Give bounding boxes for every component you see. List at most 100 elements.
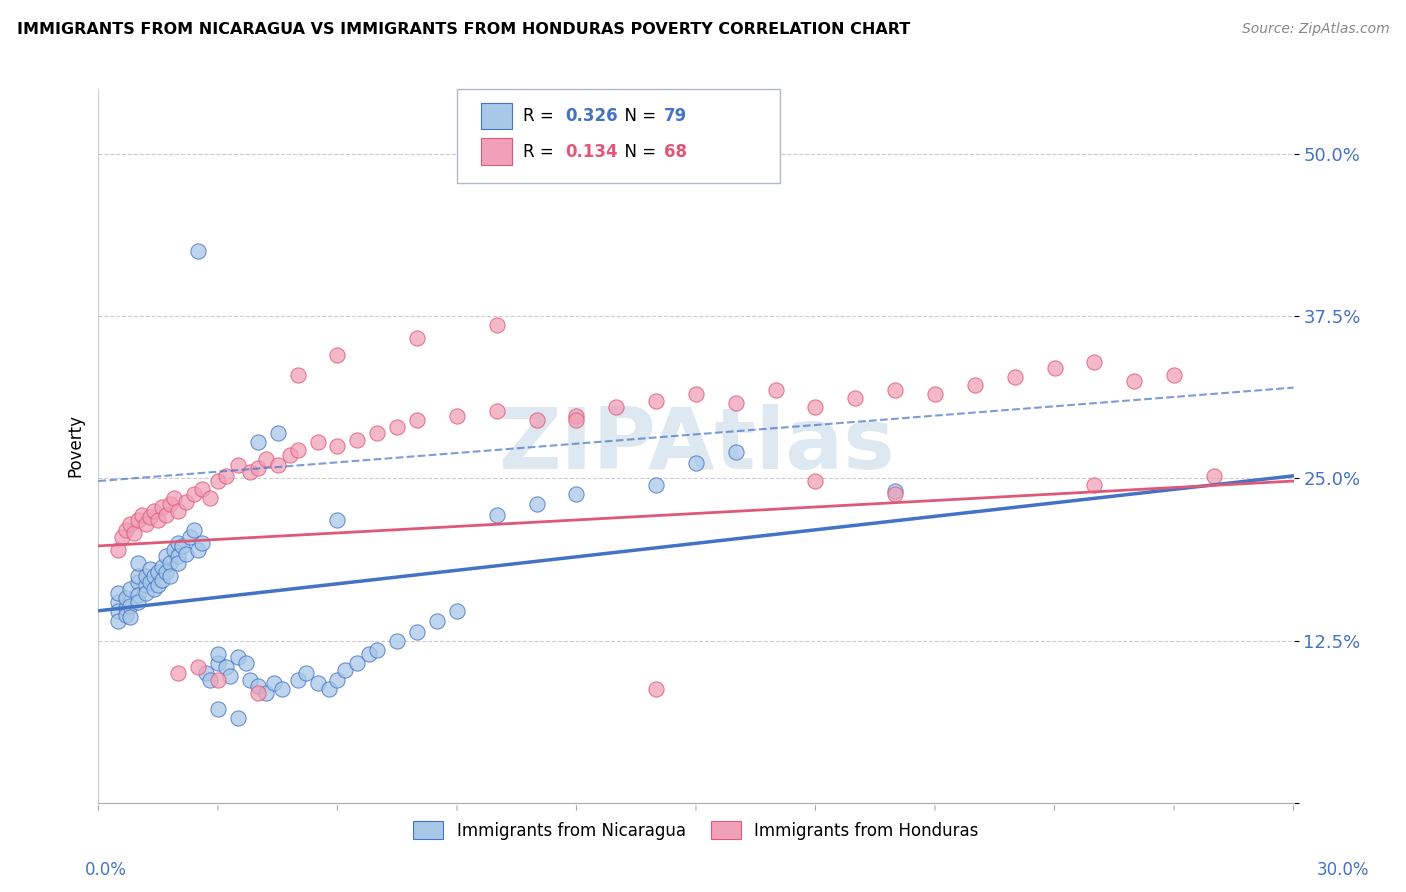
Point xyxy=(127,513,149,527)
Point xyxy=(155,508,177,522)
Point xyxy=(207,656,229,670)
Text: 0.134: 0.134 xyxy=(565,143,617,161)
Point xyxy=(346,433,368,447)
Point xyxy=(167,556,190,570)
Point xyxy=(239,673,262,687)
Point xyxy=(485,404,508,418)
Point xyxy=(246,685,269,699)
Point xyxy=(143,504,166,518)
Point xyxy=(326,439,349,453)
Point xyxy=(159,568,181,582)
Point xyxy=(115,607,138,622)
Point xyxy=(150,559,173,574)
Point xyxy=(426,614,449,628)
Point xyxy=(127,588,149,602)
Point xyxy=(1163,368,1185,382)
Point xyxy=(366,642,388,657)
Point xyxy=(107,614,129,628)
Point xyxy=(187,542,209,557)
Point xyxy=(115,591,138,605)
Point xyxy=(335,664,357,678)
Point xyxy=(179,530,201,544)
Point xyxy=(485,318,508,333)
Point xyxy=(526,413,548,427)
Point xyxy=(326,513,349,527)
Y-axis label: Poverty: Poverty xyxy=(66,415,84,477)
Point xyxy=(159,497,181,511)
Point xyxy=(326,673,349,687)
Point xyxy=(446,604,468,618)
Point xyxy=(246,461,269,475)
Text: ZIPAtlas: ZIPAtlas xyxy=(498,404,894,488)
Point xyxy=(235,656,257,670)
Point xyxy=(111,530,134,544)
Point xyxy=(120,599,142,613)
Point xyxy=(167,666,190,681)
Point xyxy=(263,676,285,690)
Point xyxy=(565,413,588,427)
Point xyxy=(385,419,409,434)
Point xyxy=(135,516,157,531)
Point xyxy=(1083,478,1105,492)
Point xyxy=(307,676,329,690)
Point xyxy=(1083,354,1105,368)
Point xyxy=(1043,361,1066,376)
Point xyxy=(685,387,707,401)
Point xyxy=(406,413,429,427)
Point xyxy=(172,539,194,553)
Point xyxy=(246,435,269,450)
Text: IMMIGRANTS FROM NICARAGUA VS IMMIGRANTS FROM HONDURAS POVERTY CORRELATION CHART: IMMIGRANTS FROM NICARAGUA VS IMMIGRANTS … xyxy=(17,22,910,37)
Point xyxy=(187,659,209,673)
Text: N =: N = xyxy=(614,107,662,125)
Point xyxy=(107,585,129,599)
Point xyxy=(120,516,142,531)
Point xyxy=(884,487,907,501)
Point xyxy=(446,409,468,424)
Point xyxy=(239,465,262,479)
Text: Source: ZipAtlas.com: Source: ZipAtlas.com xyxy=(1241,22,1389,37)
Point xyxy=(219,668,242,682)
Text: 79: 79 xyxy=(664,107,688,125)
Point xyxy=(167,549,190,564)
Point xyxy=(254,685,277,699)
Point xyxy=(924,387,946,401)
Point xyxy=(565,487,588,501)
Point xyxy=(143,568,166,582)
Point xyxy=(148,578,170,592)
Point xyxy=(318,681,340,696)
Text: 0.326: 0.326 xyxy=(565,107,617,125)
Point xyxy=(294,666,316,681)
Point xyxy=(765,383,787,397)
Point xyxy=(159,556,181,570)
Point xyxy=(685,456,707,470)
Point xyxy=(207,647,229,661)
Point xyxy=(207,702,229,716)
Point xyxy=(107,542,129,557)
Point xyxy=(135,578,157,592)
Point xyxy=(187,244,209,259)
Point xyxy=(207,673,229,687)
Point xyxy=(127,556,149,570)
Point xyxy=(148,565,170,579)
Point xyxy=(163,491,186,505)
Point xyxy=(307,435,329,450)
Point xyxy=(326,348,349,362)
Point xyxy=(127,595,149,609)
Point xyxy=(215,659,238,673)
Point xyxy=(195,666,218,681)
Point xyxy=(287,673,309,687)
Point xyxy=(135,585,157,599)
Text: N =: N = xyxy=(614,143,662,161)
Point xyxy=(183,487,205,501)
Text: 0.0%: 0.0% xyxy=(84,861,127,879)
Text: 68: 68 xyxy=(664,143,686,161)
Point xyxy=(724,396,747,410)
Point xyxy=(226,711,249,725)
Point xyxy=(645,478,668,492)
Point xyxy=(1123,374,1146,388)
Point xyxy=(183,524,205,538)
Point xyxy=(254,452,277,467)
Point xyxy=(198,491,221,505)
Point xyxy=(406,331,429,345)
Point xyxy=(884,484,907,499)
